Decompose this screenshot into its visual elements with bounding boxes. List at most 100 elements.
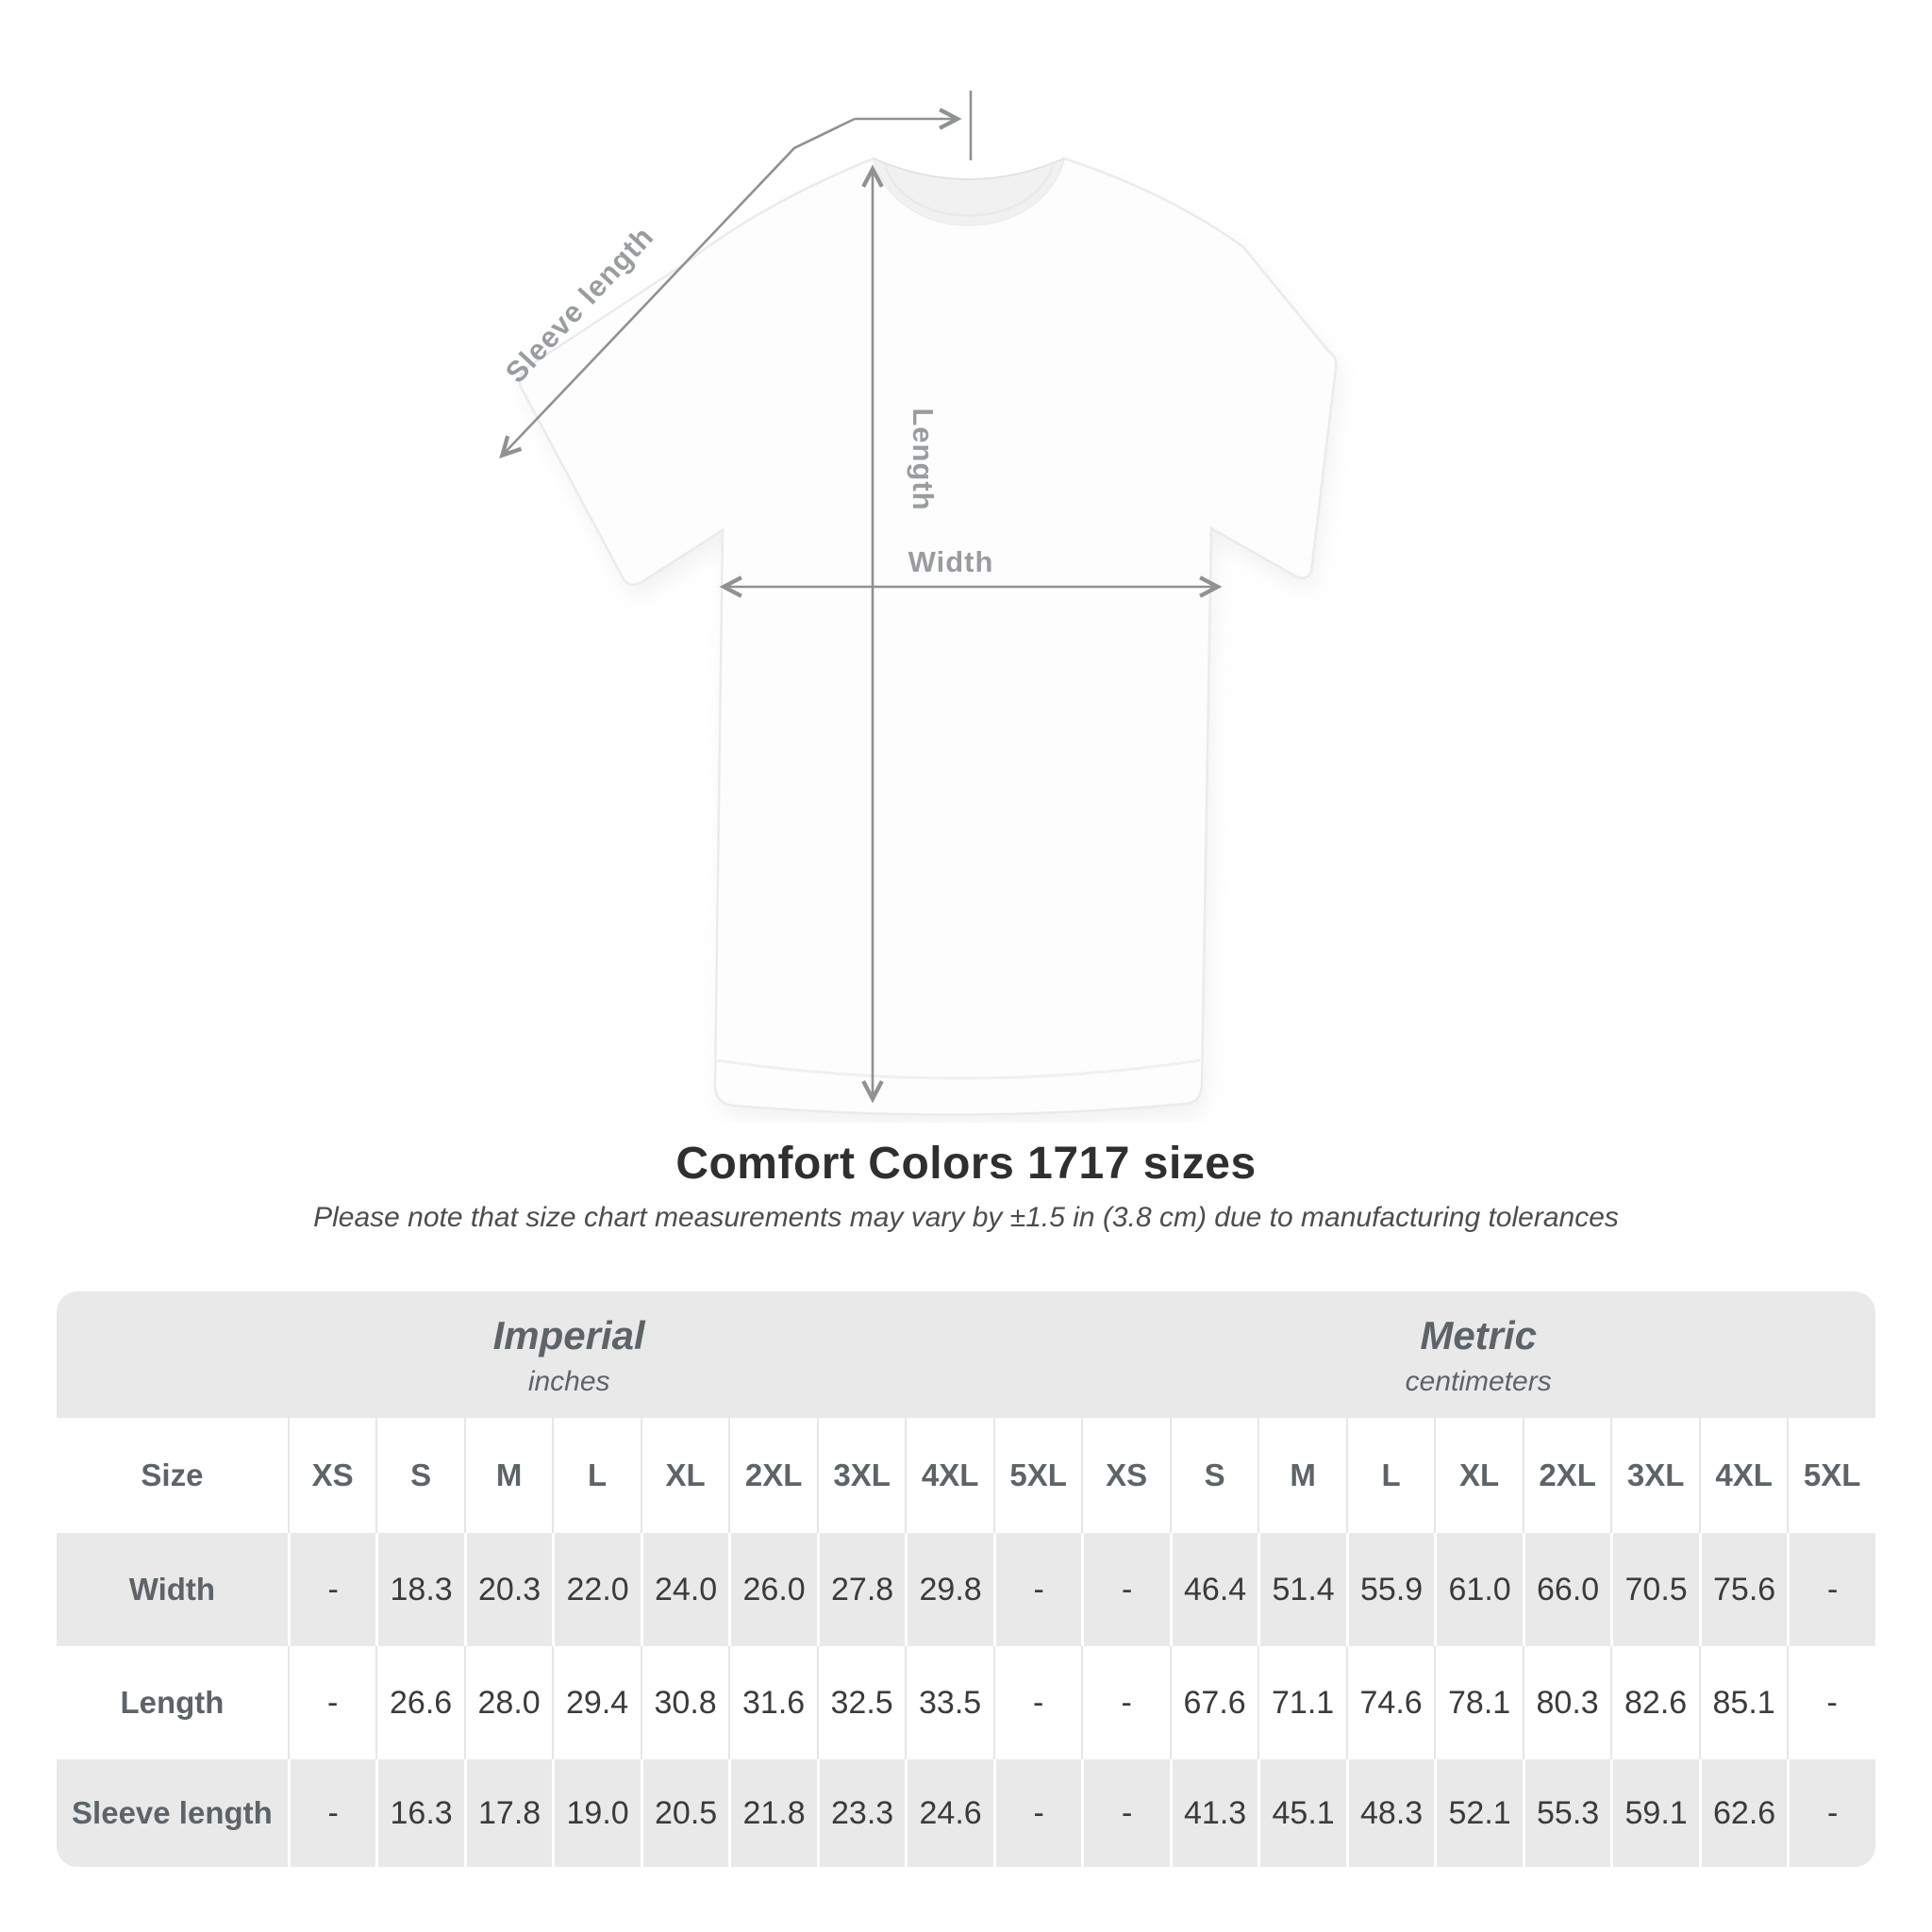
measurement-value: 24.6 [905, 1759, 993, 1868]
column-header-imperial-5xl: 5XL [992, 1418, 1082, 1534]
measurement-value: 16.3 [375, 1759, 464, 1868]
measurement-value: 55.3 [1522, 1759, 1611, 1868]
measurement-value: 51.4 [1257, 1533, 1346, 1647]
measurement-value: 82.6 [1610, 1646, 1699, 1760]
measurement-value: 26.0 [728, 1533, 817, 1647]
page-title: Comfort Colors 1717 sizes [675, 1139, 1257, 1189]
size-table-head: Imperial inches Metric centimeters Size XS S M L… [57, 1291, 1875, 1534]
measurement-value: 66.0 [1522, 1533, 1611, 1647]
measurement-row: Length -26.6 28.0 29.4 30.8 31.6 32.5 33.5- -67.… [57, 1646, 1875, 1760]
measurement-value: 61.0 [1434, 1533, 1523, 1647]
measurement-value: 17.8 [463, 1759, 553, 1868]
measurement-value: 22.0 [552, 1533, 641, 1647]
measurement-value: - [287, 1759, 376, 1868]
size-table: Imperial inches Metric centimeters Size XS S M L… [57, 1291, 1875, 1868]
section-sublabel: inches [527, 1365, 610, 1397]
measurement-value: 29.8 [905, 1533, 993, 1647]
measurement-value: 46.4 [1169, 1533, 1258, 1647]
measurement-value: 48.3 [1345, 1759, 1435, 1868]
measurement-value: 85.1 [1698, 1646, 1788, 1760]
measurement-value: 71.1 [1257, 1646, 1346, 1760]
column-header-imperial-4xl: 4XL [905, 1418, 993, 1534]
measurement-value: 74.6 [1345, 1646, 1435, 1760]
measurement-value: 70.5 [1610, 1533, 1699, 1647]
measurement-value: 67.6 [1169, 1646, 1258, 1760]
measurement-value: 27.8 [816, 1533, 906, 1647]
measurement-row: Width -18.3 20.3 22.0 24.0 26.0 27.8 29.8- -46.4… [57, 1533, 1875, 1647]
section-sublabel: centimeters [1405, 1365, 1552, 1397]
measurement-value: 24.0 [640, 1533, 729, 1647]
tshirt-measurement-figure: Sleeve length Length Width [499, 91, 1341, 1123]
column-header-metric-l: L [1345, 1418, 1435, 1534]
column-header-metric-s: S [1169, 1418, 1258, 1534]
tshirt-illustration [518, 157, 1341, 1123]
measurement-value: 30.8 [640, 1646, 729, 1760]
measurement-value: 55.9 [1345, 1533, 1435, 1647]
column-header-metric-4xl: 4XL [1698, 1418, 1788, 1534]
measurement-value: 29.4 [552, 1646, 641, 1760]
measurement-value: - [1081, 1646, 1170, 1760]
measurement-value: 32.5 [816, 1646, 906, 1760]
page-subtitle: Please note that size chart measurements… [313, 1202, 1619, 1234]
measurement-value: - [992, 1533, 1082, 1647]
measurement-value: 75.6 [1698, 1533, 1788, 1647]
row-label: Sleeve length [57, 1759, 288, 1868]
column-header-metric-5xl: 5XL [1787, 1418, 1875, 1534]
measurement-value: - [1787, 1759, 1875, 1868]
measurement-value: 45.1 [1257, 1759, 1346, 1868]
column-header-imperial-3xl: 3XL [816, 1418, 906, 1534]
tshirt-back-collar-line [873, 158, 1065, 180]
measurement-value: 33.5 [905, 1646, 993, 1760]
column-header-imperial-xl: XL [640, 1418, 729, 1534]
measurement-value: 59.1 [1610, 1759, 1699, 1868]
section-header-metric: Metric centimeters [1081, 1291, 1875, 1419]
width-label: Width [908, 545, 994, 578]
column-header-imperial-s: S [375, 1418, 464, 1534]
measurement-value: 62.6 [1698, 1759, 1788, 1868]
measurement-value: 19.0 [552, 1759, 641, 1868]
measurement-value: - [1081, 1759, 1170, 1868]
measurement-value: 28.0 [463, 1646, 553, 1760]
tshirt-hem-stitch [716, 1058, 1201, 1080]
column-header-imperial-l: L [552, 1418, 641, 1534]
sleeve-length-arrow [503, 117, 856, 455]
tshirt-neck-opening [874, 158, 1064, 225]
measurement-value: - [992, 1646, 1082, 1760]
measurement-value: - [992, 1759, 1082, 1868]
measurement-value: - [1081, 1533, 1170, 1647]
section-header-imperial: Imperial inches [57, 1291, 1082, 1419]
column-header-metric-m: M [1257, 1418, 1346, 1534]
measurement-value: 20.5 [640, 1759, 729, 1868]
size-table-container: Imperial inches Metric centimeters Size XS S M L… [57, 1291, 1875, 1868]
row-label: Width [57, 1533, 288, 1647]
measurement-value: - [1787, 1533, 1875, 1647]
measurement-value: - [287, 1533, 376, 1647]
size-column-header: Size [57, 1418, 288, 1534]
measurement-value: 26.6 [375, 1646, 464, 1760]
section-label: Imperial [492, 1312, 645, 1357]
column-header-metric-2xl: 2XL [1522, 1418, 1611, 1534]
section-label: Metric [1420, 1312, 1538, 1357]
tshirt-neckband [883, 165, 1055, 217]
column-header-metric-xl: XL [1434, 1418, 1523, 1534]
measurement-value: 80.3 [1522, 1646, 1611, 1760]
unit-header-row: Imperial inches Metric centimeters [57, 1291, 1875, 1419]
measurement-value: 31.6 [728, 1646, 817, 1760]
size-table-body: Width -18.3 20.3 22.0 24.0 26.0 27.8 29.8- -46.4… [57, 1533, 1875, 1868]
column-header-metric-xs: XS [1081, 1418, 1170, 1534]
measurement-value: 20.3 [463, 1533, 553, 1647]
size-header-row: Size XS S M L XL 2XL 3XL 4XL 5XL XS S M L XL 2XL 3XL 4XL 5… [57, 1418, 1875, 1534]
column-header-imperial-m: M [463, 1418, 553, 1534]
measurement-value: 23.3 [816, 1759, 906, 1868]
measurement-value: 21.8 [728, 1759, 817, 1868]
row-label: Length [57, 1646, 288, 1760]
column-header-metric-3xl: 3XL [1610, 1418, 1699, 1534]
tshirt-body [518, 157, 1338, 1116]
measurement-value: 18.3 [375, 1533, 464, 1647]
measurement-row: Sleeve length -16.3 17.8 19.0 20.5 21.8 23.3 24… [57, 1759, 1875, 1868]
measurement-value: 41.3 [1169, 1759, 1258, 1868]
measurement-value: 52.1 [1434, 1759, 1523, 1868]
column-header-imperial-2xl: 2XL [728, 1418, 817, 1534]
measurement-value: 78.1 [1434, 1646, 1523, 1760]
